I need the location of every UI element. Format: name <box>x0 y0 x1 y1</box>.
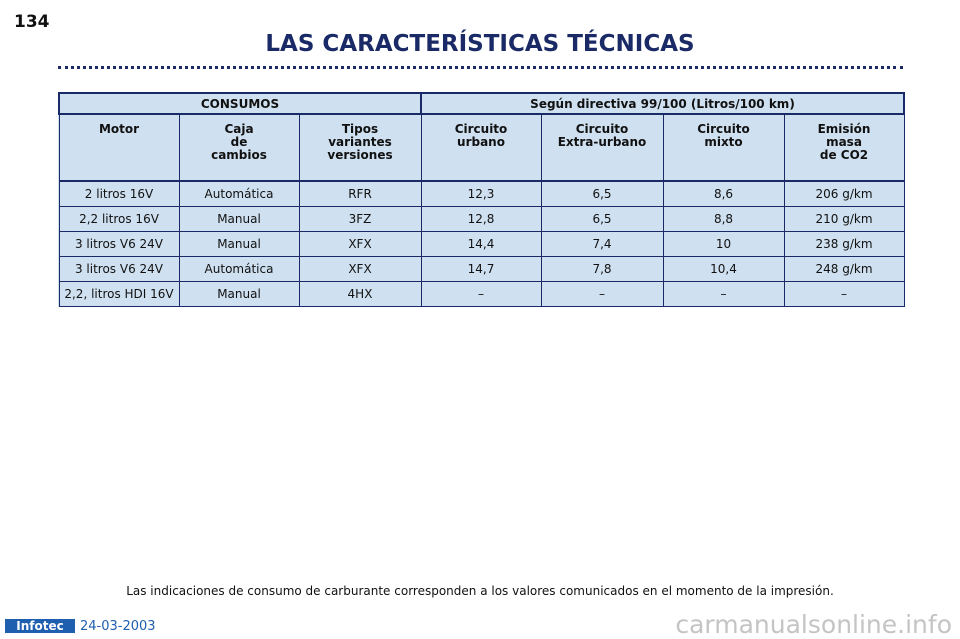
header-line: Circuito <box>575 122 629 136</box>
cell: 4HX <box>298 281 422 307</box>
row: 2 litros 16V Automática RFR 12,3 6,5 8,6 206 g… <box>58 180 905 207</box>
header-line: mixto <box>704 135 743 149</box>
header-line: variantes <box>328 135 392 149</box>
header-line: Tipos <box>341 122 379 136</box>
header-line: cambios <box>211 148 267 162</box>
cell: 12,3 <box>420 180 542 207</box>
cell: 2,2, litros HDI 16V <box>58 281 180 307</box>
page-number: 134 <box>14 12 50 32</box>
cell: 2 litros 16V <box>58 180 180 207</box>
row: 3 litros V6 24V Manual XFX 14,4 7,4 10 238 g/k… <box>58 231 905 257</box>
cell: Manual <box>178 231 300 257</box>
cell: 3FZ <box>298 206 422 232</box>
header-line: versiones <box>327 148 393 162</box>
cell: Manual <box>178 206 300 232</box>
logo: Infotec <box>5 619 75 633</box>
cell: – <box>540 281 664 307</box>
watermark: carmanualsonline.info <box>675 610 952 639</box>
cell: 6,5 <box>540 206 664 232</box>
row: 2,2, litros HDI 16V Manual 4HX – – – – <box>58 281 905 307</box>
column-header: Circuito mixto <box>662 113 785 182</box>
cell: Automática <box>178 180 300 207</box>
cell: XFX <box>298 231 422 257</box>
header-line: masa <box>826 135 862 149</box>
cell: 3 litros V6 24V <box>58 256 180 282</box>
row: 2,2 litros 16V Manual 3FZ 12,8 6,5 8,8 210 g/k… <box>58 206 905 232</box>
column-header: Circuito Extra-urbano <box>540 113 664 182</box>
cell: RFR <box>298 180 422 207</box>
cell: 12,8 <box>420 206 542 232</box>
title: LAS CARACTERÍSTICAS TÉCNICAS <box>265 31 695 57</box>
header-line: urbano <box>457 135 505 149</box>
cell: 248 g/km <box>783 256 905 282</box>
cell: 8,8 <box>662 206 785 232</box>
cell: – <box>783 281 905 307</box>
cell: 210 g/km <box>783 206 905 232</box>
cell: 3 litros V6 24V <box>58 231 180 257</box>
group-header: CONSUMOS <box>58 92 422 115</box>
cell: 8,6 <box>662 180 785 207</box>
cell: XFX <box>298 256 422 282</box>
header-line: Circuito <box>454 122 508 136</box>
cell: 10,4 <box>662 256 785 282</box>
cell: 206 g/km <box>783 180 905 207</box>
column-header: Caja de cambios <box>178 113 300 182</box>
row: 3 litros V6 24V Automática XFX 14,7 7,8 10,4 2… <box>58 256 905 282</box>
group-header: Según directiva 99/100 (Litros/100 km) <box>420 92 905 115</box>
cell: 7,4 <box>540 231 664 257</box>
cell: 6,5 <box>540 180 664 207</box>
cell: 238 g/km <box>783 231 905 257</box>
header-line: Emisión <box>817 122 871 136</box>
cell: 2,2 litros 16V <box>58 206 180 232</box>
column-header: Tipos variantes versiones <box>298 113 422 182</box>
footnote: Las indicaciones de consumo de carburant… <box>126 584 834 598</box>
cell: Automática <box>178 256 300 282</box>
header-line: de CO2 <box>819 148 869 162</box>
header-line: Circuito <box>697 122 750 136</box>
cell: Manual <box>178 281 300 307</box>
column-header: Motor <box>58 113 180 182</box>
cell: 7,8 <box>540 256 664 282</box>
header-line: de <box>230 135 248 149</box>
header-line: Motor <box>98 122 140 136</box>
cell: – <box>420 281 542 307</box>
cell: – <box>662 281 785 307</box>
header-line: Caja <box>224 122 254 136</box>
divider <box>58 66 903 69</box>
date: 24-03-2003 <box>80 619 156 634</box>
cell: 14,4 <box>420 231 542 257</box>
cell: 14,7 <box>420 256 542 282</box>
header-line: Extra-urbano <box>557 135 647 149</box>
column-header: Emisión masa de CO2 <box>783 113 905 182</box>
header-row: Motor Caja de cambios Tipos variantes versione… <box>58 113 905 182</box>
table: CONSUMOS Según directiva 99/100 (Litros/1… <box>58 92 905 307</box>
column-header: Circuito urbano <box>420 113 542 182</box>
group-row: CONSUMOS Según directiva 99/100 (Litros/1… <box>58 92 905 115</box>
cell: 10 <box>662 231 785 257</box>
